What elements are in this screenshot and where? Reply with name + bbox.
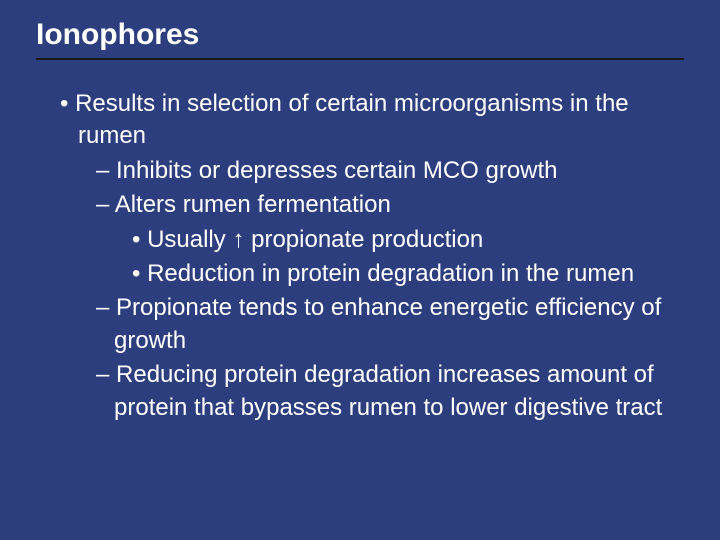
bullet-text: propionate production	[244, 226, 483, 253]
bullet-level3: • Reduction in protein degradation in th…	[50, 258, 684, 290]
bullet-level2: – Alters rumen fermentation	[50, 189, 684, 221]
bullet-level2: – Propionate tends to enhance energetic …	[50, 292, 684, 357]
up-arrow-icon: ↑	[232, 226, 244, 253]
slide-title: Ionophores	[36, 18, 684, 60]
slide-content: • Results in selection of certain microo…	[36, 88, 684, 424]
bullet-level3: • Usually ↑ propionate production	[50, 224, 684, 256]
bullet-level2: – Inhibits or depresses certain MCO grow…	[50, 155, 684, 187]
bullet-level1: • Results in selection of certain microo…	[50, 88, 684, 153]
bullet-level2: – Reducing protein degradation increases…	[50, 359, 684, 424]
slide-container: Ionophores • Results in selection of cer…	[0, 0, 720, 540]
bullet-text: • Usually	[132, 226, 232, 253]
